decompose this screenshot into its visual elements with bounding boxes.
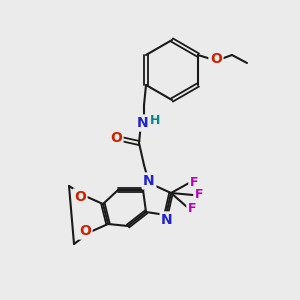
Text: F: F [190, 176, 198, 188]
Text: N: N [137, 116, 149, 130]
Text: O: O [210, 52, 222, 66]
Text: N: N [161, 213, 173, 227]
Text: O: O [110, 131, 122, 145]
Text: O: O [74, 190, 86, 204]
Text: H: H [150, 113, 160, 127]
Text: F: F [188, 202, 196, 214]
Text: N: N [143, 174, 155, 188]
Text: O: O [79, 224, 91, 238]
Text: F: F [195, 188, 203, 202]
